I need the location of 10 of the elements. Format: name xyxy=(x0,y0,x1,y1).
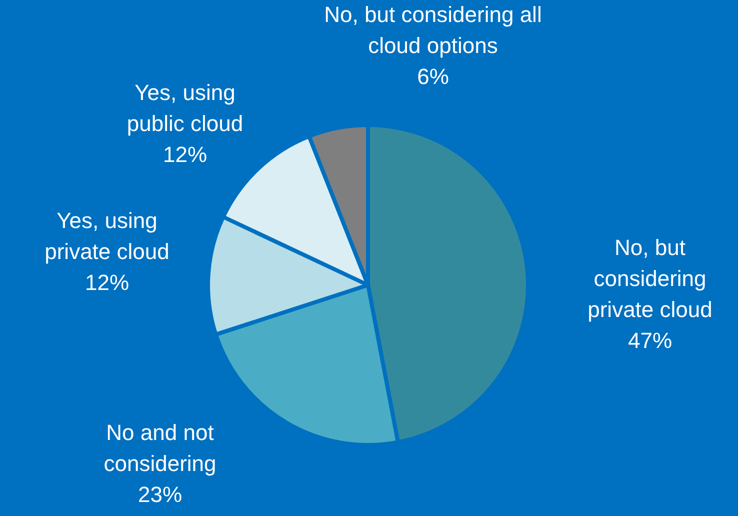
data-label: 23% xyxy=(138,482,182,507)
slice-label: Yes, using private cloud xyxy=(44,208,170,264)
slice-label: Yes, using public cloud xyxy=(126,80,244,136)
data-label: 6% xyxy=(417,64,449,89)
data-label: 12% xyxy=(162,142,208,167)
slice-label: No and not considering xyxy=(104,420,216,476)
slice-label: No, but considering all cloud options xyxy=(324,2,542,58)
data-label: 12% xyxy=(84,270,130,295)
slice-label: No, but considering private cloud xyxy=(588,235,712,322)
data-label: 47% xyxy=(628,328,672,353)
